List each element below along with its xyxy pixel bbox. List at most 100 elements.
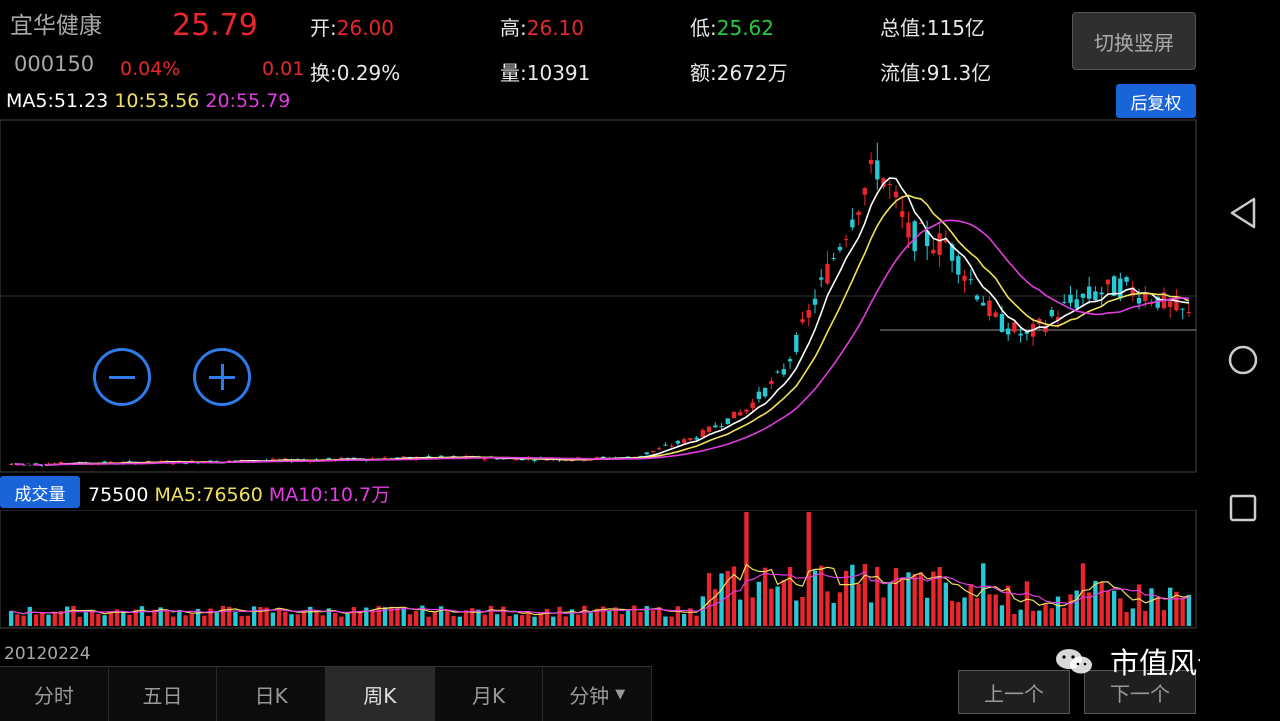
- tab-weekly-k[interactable]: 周K: [326, 667, 435, 721]
- candle-body: [706, 426, 712, 432]
- price-axis-5: 6.93: [4, 453, 46, 474]
- volume-bar: [519, 615, 525, 626]
- volume-bar: [819, 565, 824, 626]
- volume-bar: [127, 614, 132, 626]
- volume-bar: [563, 616, 568, 626]
- volume-bar: [800, 596, 805, 626]
- volume-bar: [276, 607, 282, 626]
- candlestick-chart[interactable]: 107.69 82.50 57.31 32.12 6.93: [0, 118, 1200, 474]
- candle-body: [102, 461, 107, 464]
- volume-bar: [283, 611, 288, 626]
- candle-body: [962, 275, 967, 281]
- total-market-value: 总值:115亿: [880, 16, 985, 40]
- candle-body: [744, 409, 749, 412]
- volume-bar: [650, 610, 656, 626]
- candle-body: [993, 312, 998, 317]
- candle-body: [563, 460, 568, 462]
- recent-square-icon[interactable]: [1229, 494, 1257, 522]
- candle-body: [688, 438, 693, 440]
- zoom-in-icon[interactable]: [193, 348, 251, 406]
- candle-body: [1111, 276, 1117, 296]
- candle-body: [270, 458, 276, 461]
- candle-body: [862, 188, 868, 195]
- candle-body: [825, 263, 830, 284]
- candle-body: [1043, 325, 1048, 333]
- candle-body: [1012, 322, 1017, 332]
- volume-bar: [625, 610, 631, 626]
- volume-bar: [825, 591, 830, 626]
- candle-body: [906, 222, 911, 238]
- tab-intraday[interactable]: 分时: [0, 667, 109, 721]
- candle-body: [1005, 328, 1011, 335]
- volume-bar: [494, 614, 500, 626]
- tab-five-day[interactable]: 五日: [108, 667, 218, 721]
- volume-bar: [532, 616, 537, 626]
- volume-bar: [233, 611, 238, 626]
- zoom-out-icon[interactable]: [93, 348, 151, 406]
- candle-body: [800, 319, 805, 323]
- volume-bar: [463, 610, 469, 626]
- candle-body: [663, 444, 668, 446]
- volume-bar: [1018, 609, 1023, 626]
- volume-bar: [632, 605, 637, 626]
- volume-bar: [326, 608, 332, 626]
- volume-bar: [114, 609, 120, 626]
- volume-chart[interactable]: 117万: [0, 510, 1200, 630]
- volume-bar: [401, 608, 406, 626]
- candle-body: [1186, 311, 1192, 313]
- volume-bar: [227, 606, 232, 626]
- volume-bar: [295, 614, 300, 626]
- volume-bar: [943, 582, 949, 626]
- candle-body: [750, 402, 755, 409]
- candle-body: [1118, 278, 1123, 298]
- tab-monthly-k[interactable]: 月K: [434, 667, 544, 721]
- volume-bar: [868, 602, 874, 626]
- switch-portrait-button[interactable]: 切换竖屏: [1072, 12, 1196, 70]
- volume-bar: [407, 614, 413, 626]
- candle-body: [837, 247, 843, 251]
- volume-bar: [351, 607, 357, 626]
- volume-bar: [513, 614, 519, 626]
- next-stock-button[interactable]: 下一个: [1084, 670, 1196, 714]
- volume-bar: [21, 615, 26, 626]
- candle-body: [1018, 333, 1023, 336]
- ma20-line: [11, 219, 1189, 466]
- volume-bar: [1012, 613, 1017, 626]
- volume-bar: [58, 611, 64, 626]
- volume-bar: [426, 616, 431, 626]
- volume-indicator-button[interactable]: 成交量: [0, 476, 80, 508]
- candle-body: [856, 211, 861, 215]
- volume-bar: [719, 573, 724, 626]
- volume-ma10-line: [10, 571, 1190, 615]
- candle-body: [1136, 297, 1142, 304]
- candle-body: [681, 439, 687, 443]
- adjust-rights-button[interactable]: 后复权: [1116, 84, 1196, 118]
- back-triangle-icon[interactable]: [1228, 196, 1258, 230]
- stock-price: 25.79: [172, 8, 258, 43]
- volume-bar: [613, 607, 618, 626]
- volume-bar: [239, 616, 244, 626]
- volume-bar: [1024, 581, 1030, 626]
- tab-daily-k[interactable]: 日K: [217, 667, 327, 721]
- ma-legend: MA5:51.23 10:53.56 20:55.79: [6, 90, 290, 112]
- candle-body: [893, 191, 899, 198]
- volume-bar: [451, 616, 456, 626]
- volume-bar: [694, 615, 699, 626]
- candle-body: [987, 300, 992, 317]
- home-circle-icon[interactable]: [1227, 344, 1259, 376]
- volume-bar: [301, 612, 307, 626]
- candle-body: [762, 388, 768, 397]
- tab-minute[interactable]: 分钟 ▼: [543, 667, 653, 721]
- volume-bar: [949, 600, 955, 626]
- candle-body: [819, 277, 824, 280]
- prev-stock-button[interactable]: 上一个: [958, 670, 1070, 714]
- volume-bar: [339, 616, 344, 626]
- price-axis-1: 107.69: [4, 125, 70, 147]
- volume-bar: [170, 616, 176, 626]
- candle-body: [170, 463, 176, 465]
- volume-bar: [569, 609, 575, 626]
- volume-bar: [46, 614, 51, 626]
- volume-bar: [675, 606, 681, 626]
- candle-body: [831, 258, 836, 260]
- change-percent: 0.04%: [120, 58, 181, 80]
